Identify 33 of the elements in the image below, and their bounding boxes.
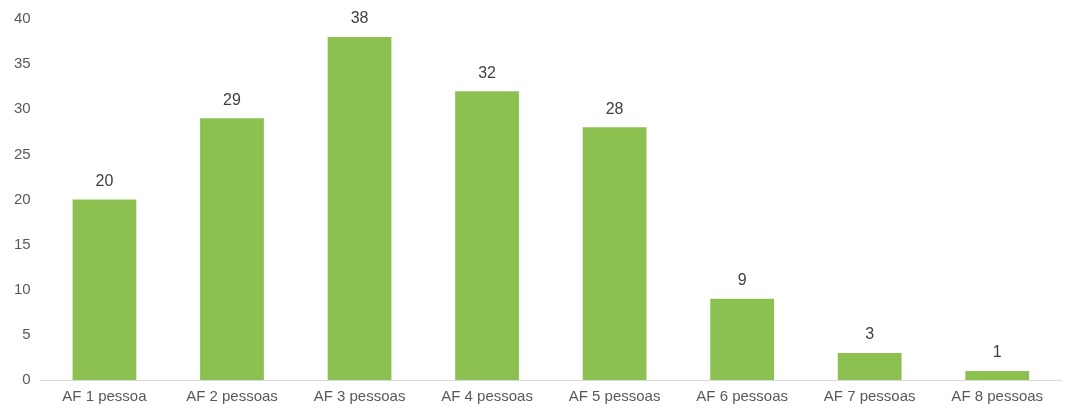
x-tick-label: AF 3 pessoas [313,387,406,405]
bar [455,91,519,380]
data-label: 9 [737,271,747,289]
bar [72,199,137,380]
bar [710,298,775,380]
data-label: 32 [478,63,497,81]
x-tick-label: AF 2 pessoas [186,387,278,405]
x-tick-label: AF 1 pessoa [62,387,148,405]
y-tick-label: 40 [14,9,31,27]
y-tick-label: 25 [14,144,31,162]
bar [837,352,902,380]
bar [327,37,392,380]
y-tick-label: 0 [22,370,31,388]
data-label: 29 [223,90,241,108]
bar [965,370,1030,380]
y-tick-label: 5 [22,325,31,343]
y-tick-label: 30 [14,99,31,117]
x-tick-label: AF 7 pessoas [823,387,916,405]
x-tick-label: AF 6 pessoas [696,387,789,405]
y-tick-label: 35 [14,54,31,72]
x-tick-label: AF 5 pessoas [568,387,661,405]
x-tick-label: AF 4 pessoas [441,387,533,405]
data-label: 1 [992,343,1002,361]
bar [200,118,264,380]
y-tick-label: 10 [14,279,31,297]
y-tick-label: 20 [14,189,31,207]
y-tick-label: 15 [14,234,31,252]
data-label: 38 [350,9,369,27]
bar [582,127,647,380]
data-label: 3 [865,325,875,343]
data-label: 28 [605,99,624,117]
x-tick-label: AF 8 pessoas [951,387,1044,405]
data-label: 20 [95,171,114,189]
